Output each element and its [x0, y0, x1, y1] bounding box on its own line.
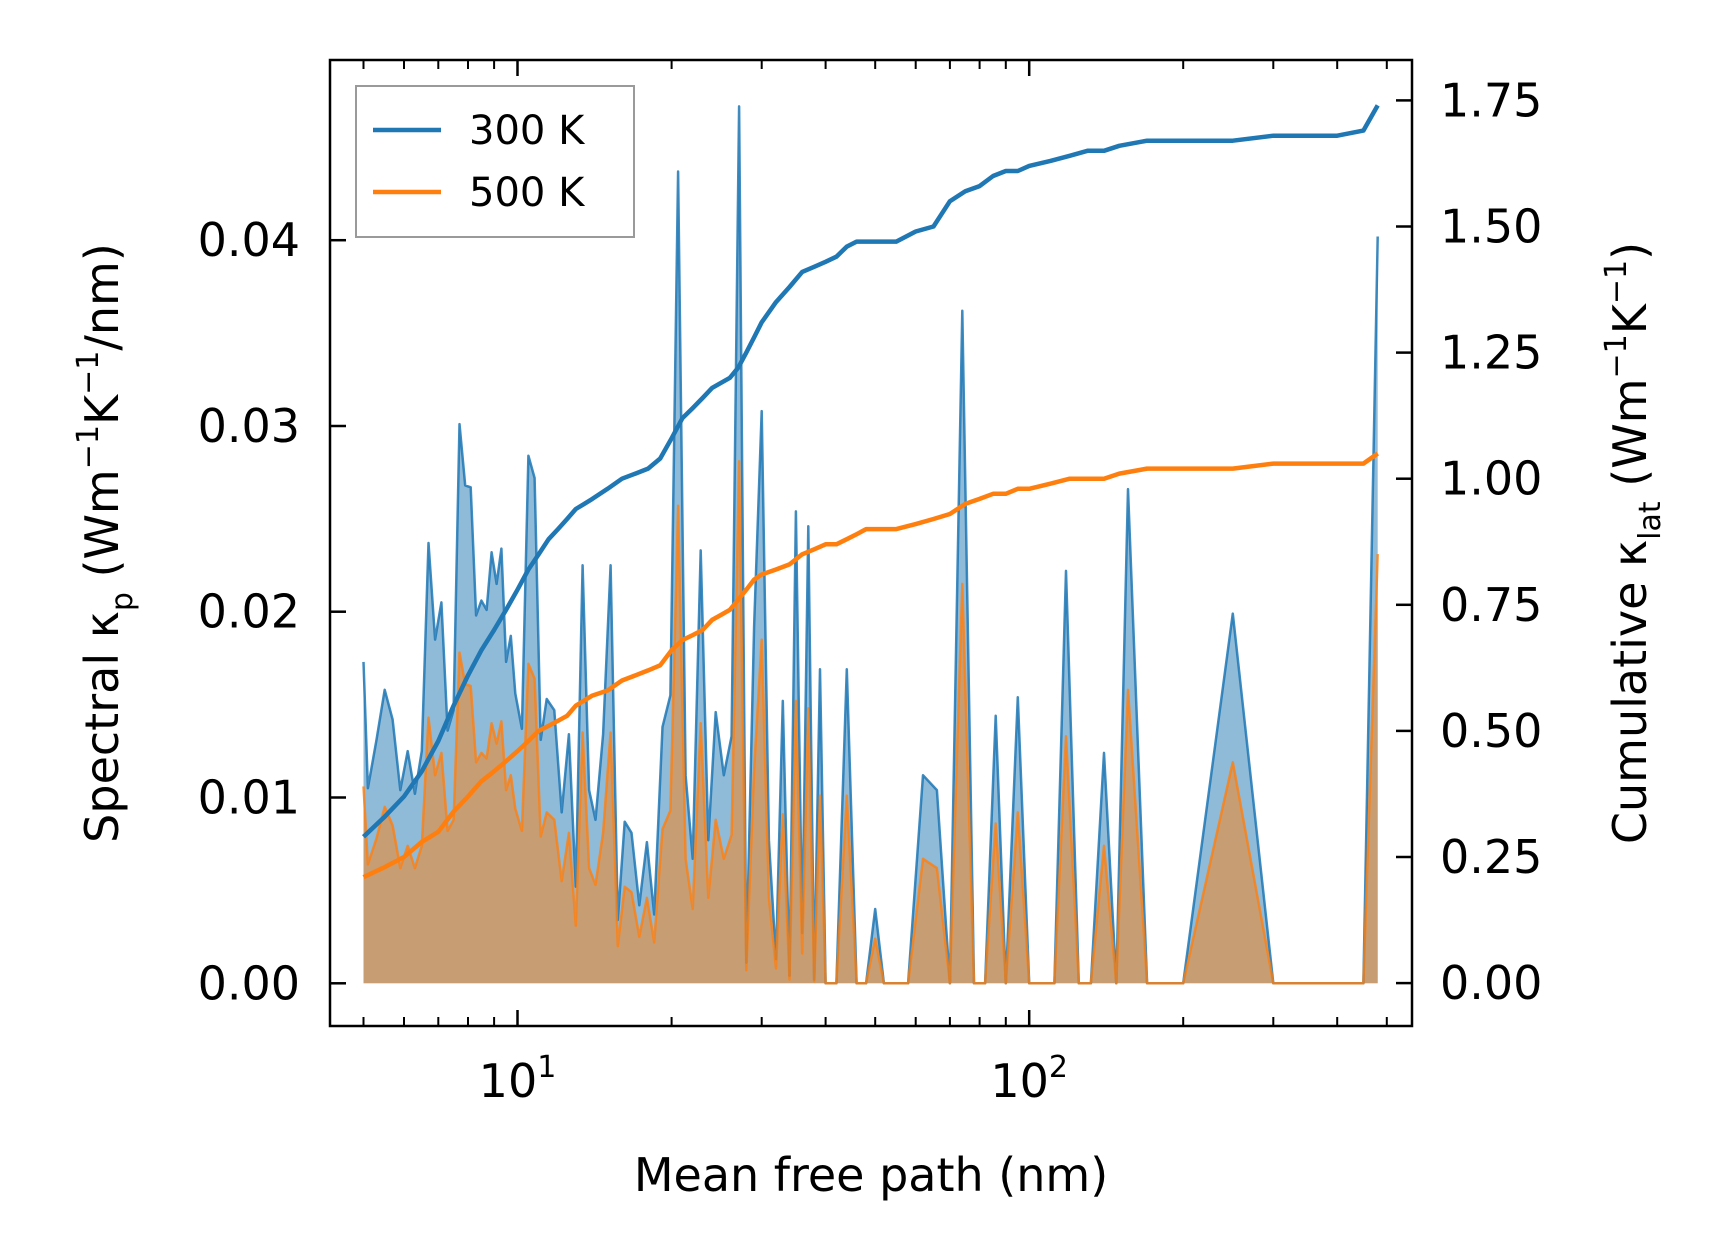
spectral-area-500k [363, 461, 1378, 984]
left-label-unit-open: (Wm [75, 469, 129, 592]
spectral-line-layer [362, 105, 1379, 985]
right-label-sup2: −1 [1599, 260, 1634, 304]
right-y-tick-label: 0.50 [1440, 704, 1542, 758]
legend-box [355, 85, 635, 238]
left-label-sub: p [105, 592, 140, 611]
right-label-sup1: −1 [1599, 334, 1634, 378]
right-y-tick-label: 1.50 [1440, 200, 1542, 254]
right-y-tick-label: 0.00 [1440, 956, 1542, 1010]
right-label-mid: K [1603, 302, 1657, 334]
left-y-tick-label: 0.00 [198, 956, 300, 1010]
tick-label-layer: 101 102 0.00 0.01 0.02 0.03 0.04 0.00 0.25 0.50 0.… [198, 73, 1543, 1108]
right-y-tick-label: 0.75 [1440, 578, 1542, 632]
right-y-tick-label: 1.00 [1440, 452, 1542, 506]
left-y-tick-label: 0.03 [198, 399, 300, 453]
tick-layer [330, 60, 1412, 1026]
legend-label-500k: 500 K [469, 170, 586, 216]
cumulative-line-300k [361, 104, 1380, 839]
legend-label-300k: 300 K [469, 108, 586, 154]
left-y-tick-label: 0.02 [198, 585, 300, 639]
right-axis-label: Cumulative κlat (Wm−1K−1) [1599, 242, 1668, 844]
x-tick-label: 101 [479, 1050, 557, 1108]
spectral-line-300k [362, 105, 1379, 985]
left-label-sup2: −1 [71, 351, 106, 395]
right-y-tick-label: 0.25 [1440, 830, 1542, 884]
x-tick-label: 102 [990, 1050, 1068, 1108]
left-label-mid: K [75, 393, 129, 425]
right-label-unit-open: (Wm [1603, 378, 1657, 501]
cumulative-line-500k [362, 451, 1379, 880]
right-y-tick-label: 1.75 [1440, 73, 1542, 127]
left-y-tick-label: 0.01 [198, 771, 300, 825]
spectral-line-500k [362, 460, 1379, 985]
legend: 300 K 500 K [355, 85, 635, 238]
right-y-tick-label: 1.25 [1440, 326, 1542, 380]
cumulative-line-layer [361, 104, 1380, 880]
left-label-unit-close: /nm) [75, 243, 129, 350]
right-label-sub: lat [1633, 501, 1668, 540]
left-label-sup1: −1 [71, 425, 106, 469]
left-axis-label: Spectral κp (Wm−1K−1/nm) [71, 243, 140, 843]
left-y-tick-label: 0.04 [198, 213, 300, 267]
plot-frame [328, 58, 1414, 1028]
right-label-main: Cumulative κ [1603, 540, 1657, 844]
left-label-main: Spectral κ [75, 611, 129, 843]
right-label-unit-close: ) [1603, 242, 1657, 260]
x-axis-label: Mean free path (nm) [634, 1148, 1108, 1202]
